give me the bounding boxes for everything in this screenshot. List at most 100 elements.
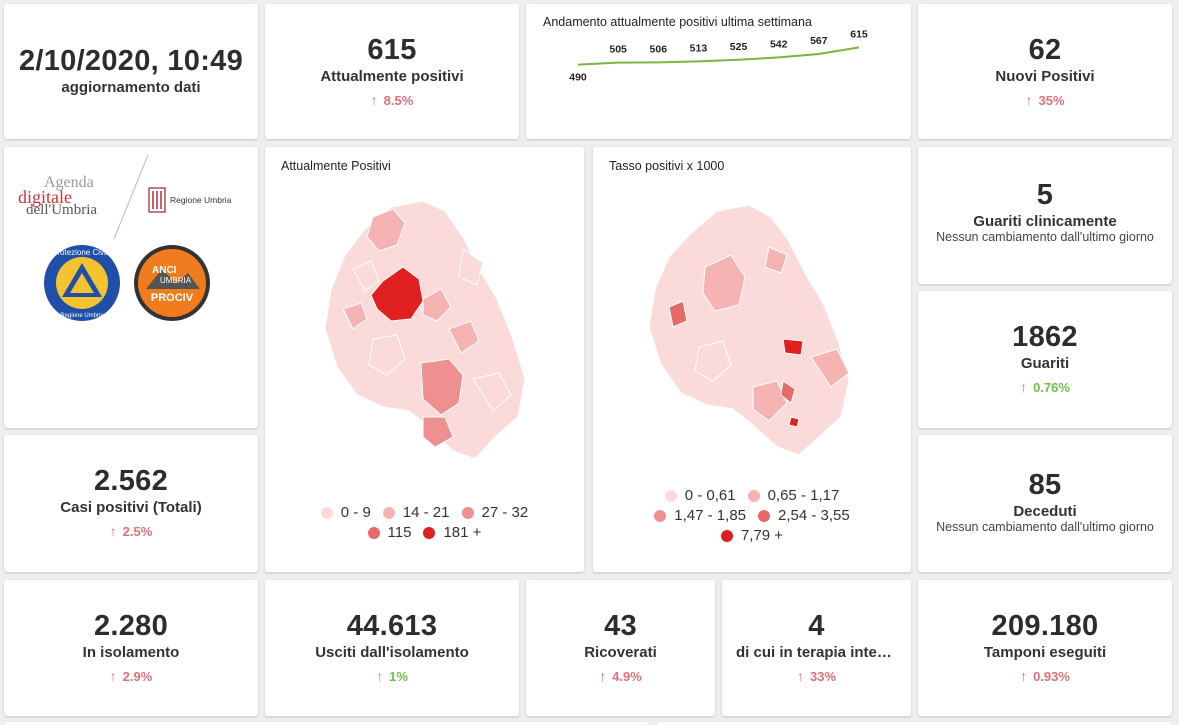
umbria-map[interactable] <box>313 189 543 469</box>
legend-label: 1,47 - 1,85 <box>674 507 746 524</box>
kpi-delta: ↑ 4.9% <box>599 668 642 684</box>
map-legend: 0 - 0,61 0,65 - 1,17 1,47 - 1,85 2,54 - 3,5… <box>593 487 911 547</box>
svg-text:UMBRIA: UMBRIA <box>160 276 192 285</box>
update-datetime: 2/10/2020, 10:49 <box>18 45 244 77</box>
trend-data-label: 490 <box>569 72 587 84</box>
kpi-value: 5 <box>1036 179 1054 211</box>
logos-card: Agenda digitale dell'Umbria Regione Umbr… <box>4 147 258 428</box>
map-legend: 0 - 9 14 - 21 27 - 32 115 181 + <box>265 504 584 544</box>
svg-text:Regione Umbria: Regione Umbria <box>60 313 104 319</box>
kpi-guariti-clinicamente: 5 Guariti clinicamente Nessun cambiament… <box>918 147 1172 284</box>
kpi-value: 1862 <box>1012 321 1078 353</box>
kpi-value: 615 <box>367 34 417 66</box>
kpi-delta: ↑ 35% <box>1025 92 1065 108</box>
trend-card: Andamento attualmente positivi ultima se… <box>526 4 911 139</box>
legend-item[interactable]: 7,79 + <box>720 527 783 544</box>
legend-label: 14 - 21 <box>402 504 450 521</box>
legend-swatch <box>382 506 395 519</box>
kpi-delta: ↑ 0.76% <box>1020 379 1070 395</box>
legend-item[interactable]: 2,54 - 3,55 <box>758 507 850 524</box>
legend-swatch <box>654 509 667 522</box>
svg-text:Protezione Civile: Protezione Civile <box>52 248 113 257</box>
kpi-delta: ↑ 33% <box>796 668 837 684</box>
trend-sparkline: 490 505 506 513 525 542 567 615 <box>569 28 868 84</box>
protezione-civile-logo: Protezione Civile Regione Umbria <box>44 245 120 321</box>
legend-label: 0 - 0,61 <box>684 487 736 504</box>
kpi-label: Ricoverati <box>584 644 657 661</box>
update-card: 2/10/2020, 10:49 aggiornamento dati <box>4 4 258 139</box>
trend-data-label: 505 <box>609 44 627 56</box>
legend-label: 0 - 9 <box>340 504 371 521</box>
legend-swatch <box>664 489 677 502</box>
legend-swatch <box>320 506 333 519</box>
map-title: Attualmente Positivi <box>281 159 391 173</box>
kpi-delta: ↑ 0.93% <box>1020 668 1070 684</box>
kpi-delta: ↑ 8.5% <box>370 92 414 108</box>
kpi-label: Tamponi eseguiti <box>983 644 1107 661</box>
partial-card <box>657 722 1172 725</box>
legend-swatch <box>747 489 760 502</box>
regione-umbria-logo: Regione Umbria <box>148 187 231 213</box>
trend-title: Andamento attualmente positivi ultima se… <box>543 15 812 29</box>
kpi-label: Casi positivi (Totali) <box>60 499 202 516</box>
anci-umbria-prociv-logo: ANCI UMBRIA PROCIV <box>134 245 210 321</box>
kpi-value: 44.613 <box>346 610 438 642</box>
legend-item[interactable]: 115 <box>367 524 412 541</box>
legend-item[interactable]: 0,65 - 1,17 <box>747 487 839 504</box>
map-title: Tasso positivi x 1000 <box>609 159 725 173</box>
kpi-terapia-intensiva: 4 di cui in terapia intensiva ↑ 33% <box>722 580 911 716</box>
kpi-label: Guariti clinicamente <box>973 213 1117 230</box>
kpi-delta: ↑ 2.5% <box>109 523 153 539</box>
trend-data-label: 506 <box>650 43 668 55</box>
kpi-delta: ↑ 2.9% <box>109 668 153 684</box>
partial-card <box>4 722 649 725</box>
legend-item[interactable]: 0 - 0,61 <box>664 487 736 504</box>
map-attualmente-positivi-card: Attualmente Positivi 0 - 9 14 - 21 27 - 32… <box>265 147 584 572</box>
kpi-attualmente-positivi: 615 Attualmente positivi ↑ 8.5% <box>265 4 519 139</box>
kpi-label: Usciti dall'isolamento <box>315 644 469 661</box>
kpi-value: 209.180 <box>991 610 1099 642</box>
kpi-label: Attualmente positivi <box>320 68 464 85</box>
kpi-label: di cui in terapia intensiva <box>736 644 911 661</box>
kpi-subtext: Nessun cambiamento dall'ultimo giorno <box>936 230 1154 244</box>
kpi-guariti: 1862 Guariti ↑ 0.76% <box>918 291 1172 428</box>
kpi-isolamento: 2.280 In isolamento ↑ 2.9% <box>4 580 258 716</box>
kpi-value: 4 <box>808 610 825 642</box>
kpi-tamponi: 209.180 Tamponi eseguiti ↑ 0.93% <box>918 580 1172 716</box>
kpi-casi-totali: 2.562 Casi positivi (Totali) ↑ 2.5% <box>4 435 258 572</box>
legend-label: 115 <box>387 524 412 541</box>
arrow-up-icon: ↑ <box>1020 379 1028 395</box>
arrow-up-icon: ↑ <box>370 92 378 108</box>
legend-label: 181 + <box>443 524 482 541</box>
legend-swatch <box>423 526 436 539</box>
kpi-label: Nuovi Positivi <box>995 68 1095 85</box>
arrow-up-icon: ↑ <box>796 668 804 684</box>
kpi-ricoverati: 43 Ricoverati ↑ 4.9% <box>526 580 715 716</box>
legend-swatch <box>720 529 733 542</box>
arrow-up-icon: ↑ <box>109 668 117 684</box>
kpi-label: In isolamento <box>82 644 180 661</box>
legend-item[interactable]: 181 + <box>423 524 481 541</box>
umbria-rate-map[interactable] <box>641 197 871 457</box>
legend-item[interactable]: 1,47 - 1,85 <box>654 507 746 524</box>
legend-item[interactable]: 14 - 21 <box>382 504 450 521</box>
kpi-value: 62 <box>1028 34 1062 66</box>
kpi-value: 43 <box>604 610 637 642</box>
arrow-up-icon: ↑ <box>376 668 384 684</box>
legend-item[interactable]: 27 - 32 <box>461 504 529 521</box>
svg-text:PROCIV: PROCIV <box>151 292 194 304</box>
kpi-label: Deceduti <box>1013 503 1077 520</box>
arrow-up-icon: ↑ <box>109 523 117 539</box>
trend-data-label: 513 <box>690 42 708 54</box>
svg-text:ANCI: ANCI <box>152 265 177 276</box>
kpi-subtext: Nessun cambiamento dall'ultimo giorno <box>936 520 1154 534</box>
legend-item[interactable]: 0 - 9 <box>320 504 371 521</box>
trend-data-label: 615 <box>850 28 868 40</box>
kpi-usciti: 44.613 Usciti dall'isolamento ↑ 1% <box>265 580 519 716</box>
legend-swatch <box>758 509 770 522</box>
legend-label: 27 - 32 <box>481 504 529 521</box>
update-label: aggiornamento dati <box>61 79 201 96</box>
trend-line <box>577 46 860 66</box>
kpi-value: 2.280 <box>93 610 169 642</box>
legend-swatch <box>367 526 380 539</box>
